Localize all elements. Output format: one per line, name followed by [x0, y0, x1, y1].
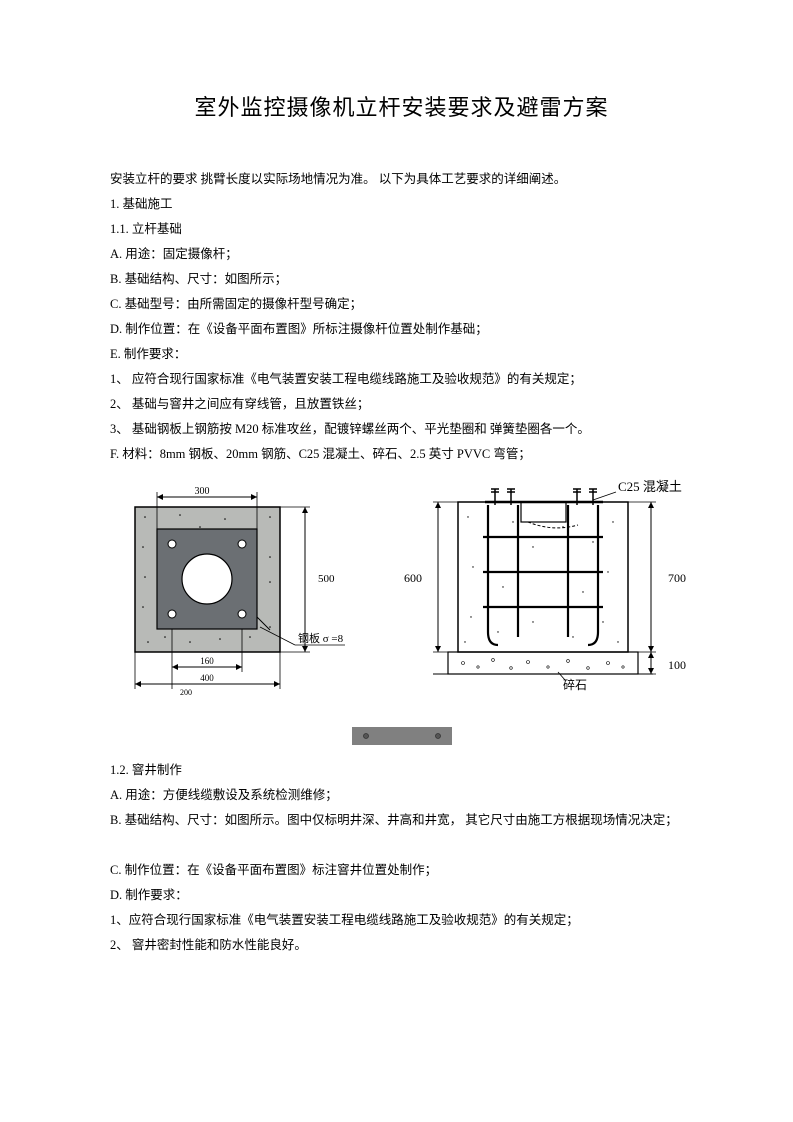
- item-r2: 2、 基础与窨井之间应有穿线管，且放置铁丝；: [110, 392, 693, 417]
- svg-text:160: 160: [200, 656, 214, 666]
- item-r3: 3、 基础钢板上钢筋按 M20 标准攻丝，配镀锌螺丝两个、平光垫圈和 弹簧垫圈各…: [110, 417, 693, 442]
- svg-text:300: 300: [195, 486, 210, 497]
- section-1-2-heading: 1.2. 窨井制作: [110, 758, 693, 783]
- item-12-r1: 1、应符合现行国家标准《电气装置安装工程电缆线路施工及验收规范》的有关规定；: [110, 908, 693, 933]
- item-12-c: C. 制作位置：在《设备平面布置图》标注窨井位置处制作；: [110, 858, 693, 883]
- item-c: C. 基础型号：由所需固定的摄像杆型号确定；: [110, 292, 693, 317]
- svg-text:500: 500: [318, 573, 335, 585]
- svg-text:400: 400: [200, 673, 214, 683]
- svg-text:700: 700: [668, 571, 686, 585]
- svg-text:200: 200: [180, 688, 192, 697]
- item-f: F. 材料：8mm 钢板、20mm 钢筋、C25 混凝土、碎石、2.5 英寸 P…: [110, 442, 693, 467]
- svg-text:C25 混凝土: C25 混凝土: [618, 479, 682, 494]
- foundation-top-view-diagram: 300 500 160 400 200: [110, 477, 360, 697]
- item-b: B. 基础结构、尺寸：如图所示；: [110, 267, 693, 292]
- svg-text:100: 100: [668, 658, 686, 672]
- foundation-side-view-diagram: C25 混凝土: [393, 477, 693, 697]
- item-d: D. 制作位置：在《设备平面布置图》所标注摄像杆位置处制作基础；: [110, 317, 693, 342]
- section-1-heading: 1. 基础施工: [110, 192, 693, 217]
- item-12-b: B. 基础结构、尺寸：如图所示。图中仅标明井深、井高和井宽， 其它尺寸由施工方根…: [110, 808, 693, 833]
- item-e: E. 制作要求：: [110, 342, 693, 367]
- svg-text:600: 600: [404, 571, 422, 585]
- intro-text: 安装立杆的要求 挑臂长度以实际场地情况为准。 以下为具体工艺要求的详细阐述。: [110, 167, 693, 192]
- item-a: A. 用途：固定摄像杆；: [110, 242, 693, 267]
- item-12-r2: 2、 窨井密封性能和防水性能良好。: [110, 933, 693, 958]
- item-12-d: D. 制作要求：: [110, 883, 693, 908]
- svg-text:碎石: 碎石: [563, 677, 587, 692]
- item-12-a: A. 用途：方便线缆敷设及系统检测维修；: [110, 783, 693, 808]
- item-r1: 1、 应符合现行国家标准《电气装置安装工程电缆线路施工及验收规范》的有关规定；: [110, 367, 693, 392]
- page-title: 室外监控摄像机立杆安装要求及避雷方案: [110, 90, 693, 122]
- connector-bar-diagram: [352, 727, 452, 745]
- svg-text:钢板 σ =8: 钢板 σ =8: [298, 631, 344, 645]
- section-1-1-heading: 1.1. 立杆基础: [110, 217, 693, 242]
